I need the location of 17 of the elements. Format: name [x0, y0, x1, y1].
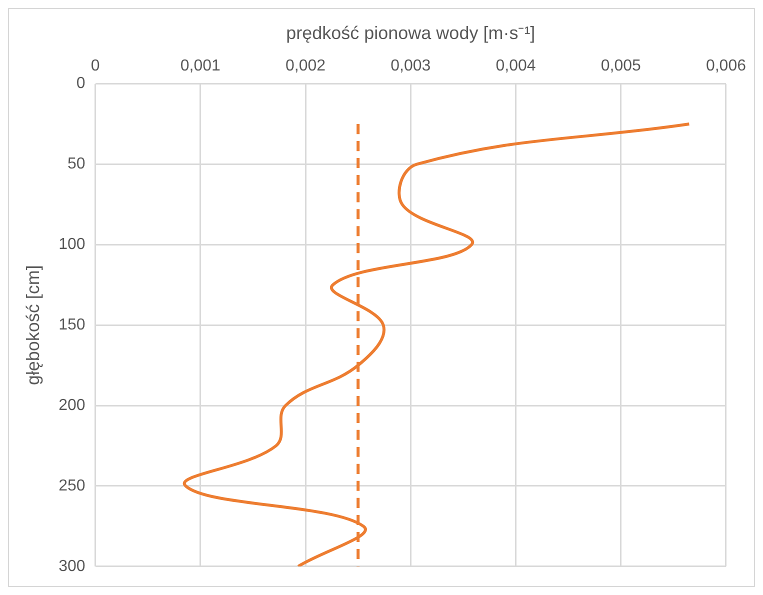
y-tick-label: 200 [58, 396, 86, 414]
y-tick-label: 300 [58, 558, 86, 575]
y-axis-title: głębokość [cm] [22, 265, 43, 386]
x-tick-label: 0,004 [496, 58, 536, 75]
y-tick-label: 50 [68, 156, 86, 173]
y-tick-label: 100 [58, 236, 86, 254]
x-tick-label: 0,002 [286, 58, 326, 75]
x-tick-label: 0,003 [390, 58, 431, 75]
y-tick-label: 150 [58, 316, 86, 334]
x-tick-label: 0 [90, 58, 100, 75]
x-tick-label: 0,005 [600, 58, 641, 75]
x-tick-label: 0,006 [706, 58, 746, 75]
y-tick-label: 0 [76, 75, 86, 92]
line-series [184, 122, 691, 566]
x-axis-title: prędkość pionowa wody [m·s⁻¹] [286, 22, 536, 43]
x-tick-label: 0,001 [180, 58, 221, 75]
y-tick-label: 250 [58, 477, 86, 494]
